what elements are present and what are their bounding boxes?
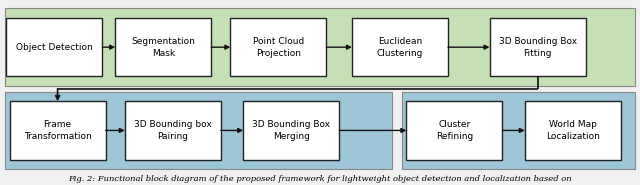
Bar	[490, 18, 586, 76]
Text: Point Cloud
Projection: Point Cloud Projection	[253, 37, 304, 58]
Text: Fig. 2: Functional block diagram of the proposed framework for lightweight objec: Fig. 2: Functional block diagram of the …	[68, 174, 572, 183]
Text: 3D Bounding box
Pairing: 3D Bounding box Pairing	[134, 120, 212, 141]
Bar	[5, 92, 392, 169]
Bar	[243, 101, 339, 159]
Bar	[352, 18, 448, 76]
Bar	[525, 101, 621, 159]
Text: Segmentation
Mask: Segmentation Mask	[131, 37, 195, 58]
Text: Frame
Transformation: Frame Transformation	[24, 120, 92, 141]
Text: 3D Bounding Box
Fitting: 3D Bounding Box Fitting	[499, 37, 577, 58]
Text: Object Detection: Object Detection	[16, 43, 93, 52]
Bar	[10, 101, 106, 159]
Bar	[406, 101, 502, 159]
Text: 3D Bounding Box
Merging: 3D Bounding Box Merging	[252, 120, 330, 141]
Text: Euclidean
Clustering: Euclidean Clustering	[377, 37, 423, 58]
Bar	[5, 8, 635, 86]
Text: Cluster
Refining: Cluster Refining	[436, 120, 473, 141]
Bar	[125, 101, 221, 159]
Bar	[115, 18, 211, 76]
Text: World Map
Localization: World Map Localization	[546, 120, 600, 141]
Bar	[6, 18, 102, 76]
Bar	[402, 92, 635, 169]
Bar	[230, 18, 326, 76]
